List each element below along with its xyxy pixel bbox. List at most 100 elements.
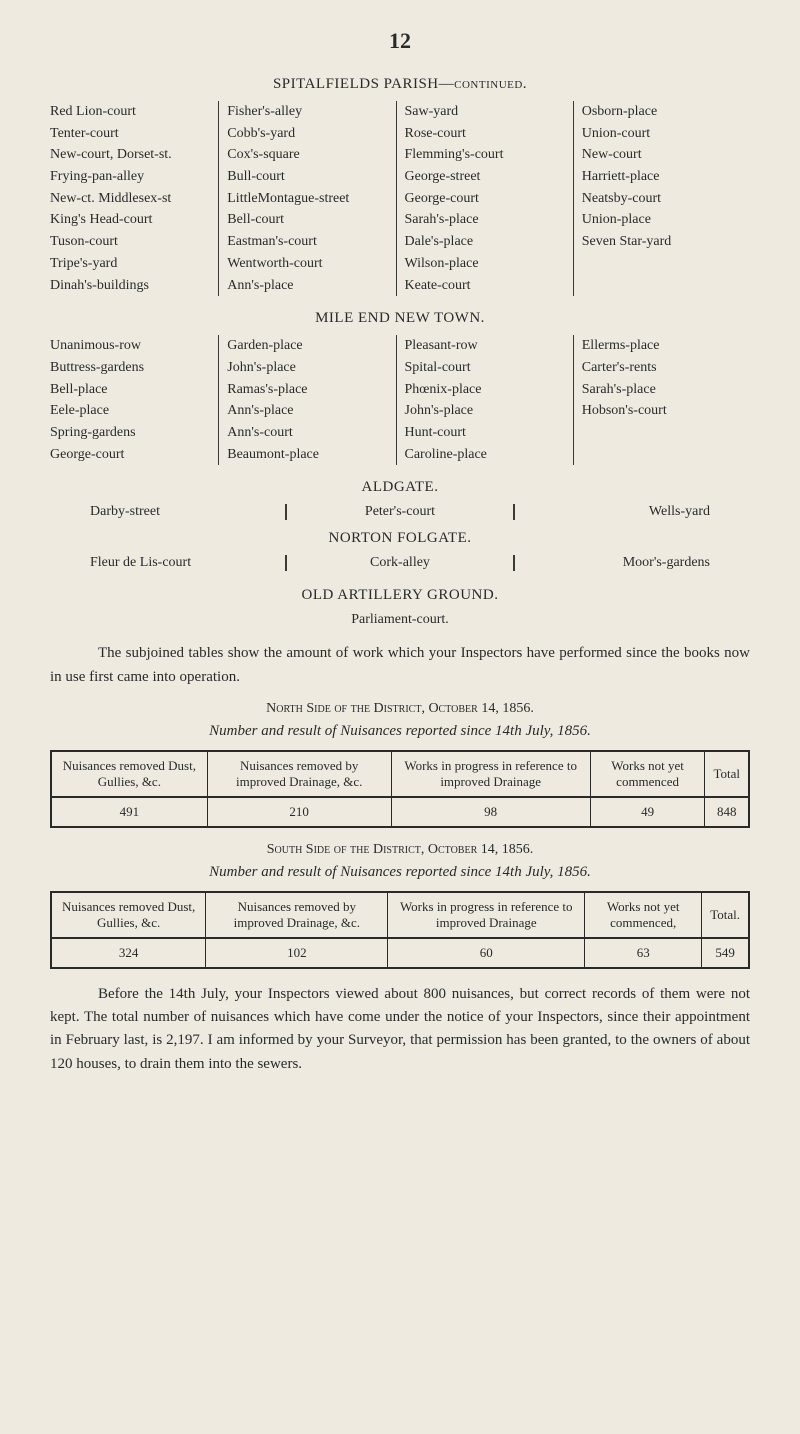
table-cell: 324 [51,938,206,968]
list-item: New-ct. Middlesex-st [50,188,210,210]
table-header: Nuisances removed Dust, Gullies, &c. [51,751,207,797]
spitalfields-col-3: Saw-yardRose-courtFlemming's-courtGeorge… [397,101,574,296]
table-cell: 549 [702,938,749,968]
list-item: Bell-court [227,209,387,231]
old-artillery-title: OLD ARTILLERY GROUND. [50,587,750,604]
table-header: Works not yet com­menced, [585,892,702,938]
list-item: Ann's-place [227,400,387,422]
divider [513,555,515,571]
list-item: Spring-gardens [50,422,210,444]
para1-text: The subjoined tables show the amount of … [50,645,750,684]
list-item: Eele-place [50,400,210,422]
table-cell: 60 [388,938,585,968]
table-header-row: Nuisances removed Dust, Gullies, &c. Nui… [51,751,749,797]
list-item: Union-court [582,123,742,145]
list-item: Beaumont-place [227,444,387,466]
mile-end-title: MILE END NEW TOWN. [50,310,750,327]
table-cell: 848 [705,797,749,827]
table-row: 324 102 60 63 549 [51,938,749,968]
list-item: Rose-court [405,123,565,145]
table-cell: 63 [585,938,702,968]
divider [513,504,515,520]
paragraph-2: Before the 14th July, your Inspectors vi… [50,983,750,1076]
spitalfields-title-suffix: —continued. [439,76,527,92]
list-item: George-court [50,444,210,466]
list-item: Wentworth-court [227,253,387,275]
list-item: Buttress-gardens [50,357,210,379]
list-item: John's-place [405,400,565,422]
list-item: Red Lion-court [50,101,210,123]
list-item: Ann's-place [227,275,387,297]
list-item: Eastman's-court [227,231,387,253]
paragraph-1: The subjoined tables show the amount of … [50,642,750,689]
spitalfields-col-2: Fisher's-alleyCobb's-yardCox's-squareBul… [219,101,396,296]
norton-mid: Cork-alley [317,555,482,571]
list-item: George-street [405,166,565,188]
table-cell: 491 [51,797,207,827]
table-cell: 49 [590,797,705,827]
table-header: Nuisances removed Dust, Gullies, &c. [51,892,206,938]
list-item: Dale's-place [405,231,565,253]
list-item: King's Head-court [50,209,210,231]
list-item: Keate-court [405,275,565,297]
list-item: Ellerms-place [582,335,742,357]
mile-end-col-2: Garden-placeJohn's-placeRamas's-placeAnn… [219,335,396,465]
list-item: Pleasant-row [405,335,565,357]
list-item: Hunt-court [405,422,565,444]
norton-right: Moor's-gardens [545,555,710,571]
list-item: Hobson's-court [582,400,742,422]
list-item: Flemming's-court [405,144,565,166]
para2-text: Before the 14th July, your Inspectors vi… [50,986,750,1072]
list-item: Ann's-court [227,422,387,444]
list-item: Harriett-place [582,166,742,188]
table-header: Works in progress in reference to improv… [388,892,585,938]
list-item: Tenter-court [50,123,210,145]
south-subhead: South Side of the District, October 14, … [50,842,750,858]
south-table: Nuisances removed Dust, Gullies, &c. Nui… [50,891,750,969]
table-header: Works in progress in reference to improv… [391,751,590,797]
list-item: Phœnix-place [405,379,565,401]
aldgate-mid: Peter's-court [317,504,482,520]
spitalfields-title: SPITALFIELDS PARISH—continued. [50,76,750,93]
list-item: Seven Star-yard [582,231,742,253]
list-item: Cox's-square [227,144,387,166]
table-header-row: Nuisances removed Dust, Gullies, &c. Nui… [51,892,749,938]
list-item: Dinah's-buildings [50,275,210,297]
spitalfields-col-1: Red Lion-courtTenter-courtNew-court, Dor… [50,101,219,296]
list-item: Bell-place [50,379,210,401]
table-header: Total [705,751,749,797]
norton-left: Fleur de Lis-court [90,555,255,571]
spitalfields-col-4: Osborn-placeUnion-courtNew-courtHarriett… [574,101,750,296]
table-header: Nuisances removed by improved Drainage, … [207,751,391,797]
old-artillery-line: Parliament-court. [50,612,750,628]
north-subhead-text: North Side of the District, October 14, … [266,701,534,716]
table-header: Total. [702,892,749,938]
divider [285,555,287,571]
list-item: Unanimous-row [50,335,210,357]
spitalfields-title-upper: SPITALFIELDS PARISH [273,76,439,92]
list-item: Bull-court [227,166,387,188]
list-item: Tuson-court [50,231,210,253]
aldgate-row: Darby-street Peter's-court Wells-yard [50,504,750,520]
list-item: LittleMontague-street [227,188,387,210]
south-italic: Number and result of Nuisances reported … [50,864,750,881]
mile-end-col-1: Unanimous-rowButtress-gardensBell-placeE… [50,335,219,465]
table-cell: 98 [391,797,590,827]
list-item: Spital-court [405,357,565,379]
list-item: Sarah's-place [582,379,742,401]
mile-end-col-3: Pleasant-rowSpital-courtPhœnix-placeJohn… [397,335,574,465]
north-table: Nuisances removed Dust, Gullies, &c. Nui… [50,750,750,828]
aldgate-title: ALDGATE. [50,479,750,496]
list-item: New-court [582,144,742,166]
list-item: Frying-pan-alley [50,166,210,188]
spitalfields-columns: Red Lion-courtTenter-courtNew-court, Dor… [50,101,750,296]
norton-title: NORTON FOLGATE. [50,530,750,547]
list-item: Wilson-place [405,253,565,275]
list-item: Ramas's-place [227,379,387,401]
list-item: Caroline-place [405,444,565,466]
list-item: Neatsby-court [582,188,742,210]
list-item: New-court, Dorset-st. [50,144,210,166]
norton-row: Fleur de Lis-court Cork-alley Moor's-gar… [50,555,750,571]
table-cell: 102 [206,938,388,968]
list-item: Garden-place [227,335,387,357]
